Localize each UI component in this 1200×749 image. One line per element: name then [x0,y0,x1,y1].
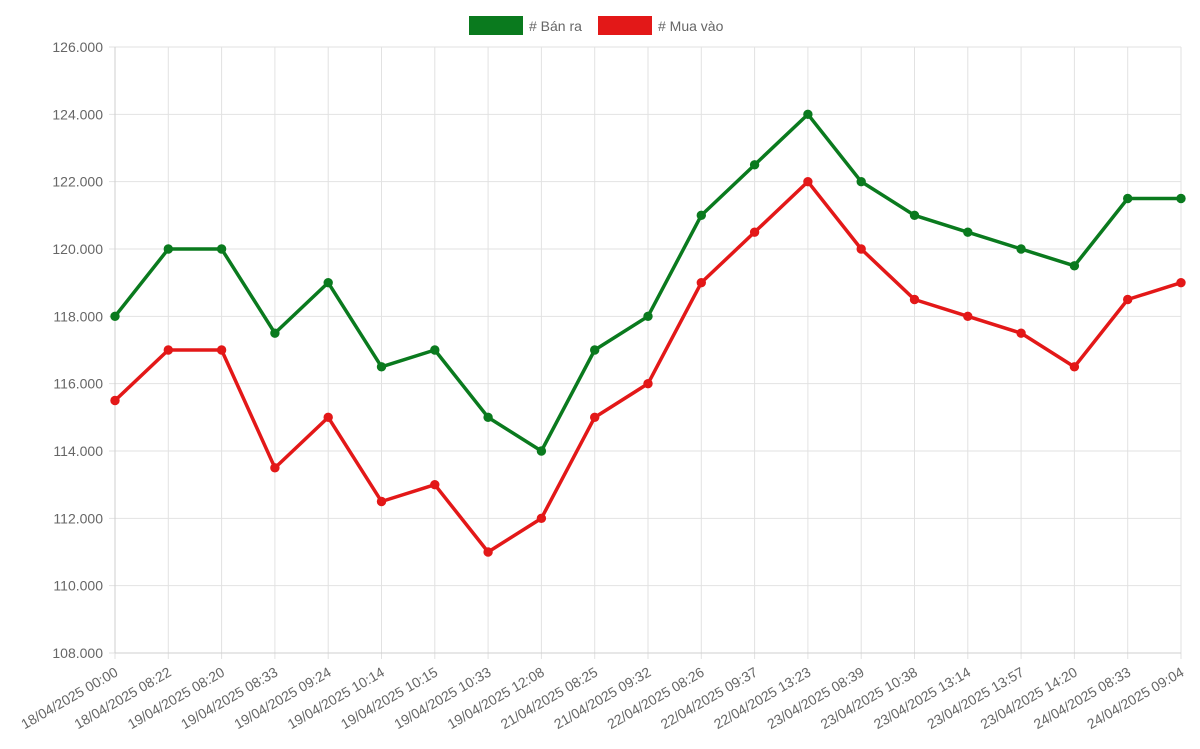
legend-swatch [598,16,652,35]
data-point[interactable] [1069,362,1080,372]
data-point[interactable] [1123,294,1133,305]
data-point[interactable] [590,412,600,423]
data-point[interactable] [536,446,547,456]
y-tick-label: 116.000 [53,376,103,392]
data-point[interactable] [696,277,706,288]
data-point[interactable] [270,328,280,338]
y-tick-label: 126.000 [52,39,103,55]
y-tick-label: 118.000 [53,308,103,324]
data-point[interactable] [376,362,387,372]
data-point[interactable] [270,463,280,473]
x-tick-label: 24/04/2025 09:04 [1084,664,1187,732]
legend-label: # Mua vào [658,18,724,34]
data-point[interactable] [909,210,920,221]
data-point[interactable] [803,109,813,120]
series-ban-ra [110,109,1186,456]
series-mua-vao [110,176,1186,557]
data-point[interactable] [749,160,760,170]
data-point[interactable] [696,210,706,221]
data-point[interactable] [483,547,493,557]
data-point[interactable] [110,311,120,322]
data-point[interactable] [430,345,440,355]
y-tick-label: 120.000 [52,241,103,257]
legend[interactable]: # Bán ra # Mua vào [469,16,724,35]
data-point[interactable] [909,294,920,305]
data-point[interactable] [643,311,653,322]
data-point[interactable] [163,345,174,355]
data-point[interactable] [110,395,120,406]
data-point[interactable] [803,176,813,187]
data-point[interactable] [430,479,440,490]
grid [109,46,1182,659]
data-point[interactable] [1016,244,1026,254]
data-point[interactable] [590,345,600,355]
y-tick-label: 112.000 [53,510,103,526]
data-point[interactable] [216,345,227,355]
data-point[interactable] [536,513,547,524]
legend-item-ban-ra[interactable]: # Bán ra [469,16,582,35]
data-point[interactable] [643,378,653,389]
data-point[interactable] [856,176,866,187]
data-point[interactable] [856,244,866,254]
y-axis: 108.000 110.000 112.000 114.000 116.000 118.0… [52,39,116,661]
legend-item-mua-vao[interactable]: # Mua vào [598,16,724,35]
y-tick-label: 124.000 [52,106,103,122]
y-tick-label: 108.000 [52,645,103,661]
data-point[interactable] [749,227,760,237]
y-tick-label: 122.000 [52,174,103,190]
data-point[interactable] [963,311,973,322]
data-point[interactable] [1176,193,1186,204]
data-point[interactable] [1123,193,1133,204]
data-point[interactable] [1176,277,1186,288]
y-tick-label: 114.000 [53,443,103,459]
series [110,109,1186,557]
legend-swatch [469,16,523,35]
data-point[interactable] [216,244,227,254]
data-point[interactable] [483,412,493,423]
data-point[interactable] [963,227,973,237]
data-point[interactable] [1069,261,1080,271]
legend-label: # Bán ra [529,18,582,34]
data-point[interactable] [163,244,174,254]
data-point[interactable] [323,277,333,288]
data-point[interactable] [376,496,387,507]
data-point[interactable] [1016,328,1026,338]
y-tick-label: 110.000 [53,578,103,594]
data-point[interactable] [323,412,333,423]
